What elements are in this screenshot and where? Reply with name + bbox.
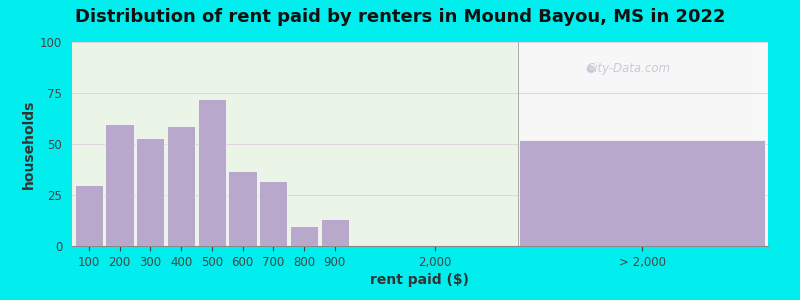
Bar — [630, 42, 642, 246]
Bar — [531, 42, 544, 246]
Bar — [642, 42, 654, 246]
Bar — [691, 42, 703, 246]
X-axis label: rent paid ($): rent paid ($) — [370, 273, 470, 287]
Bar — [728, 42, 740, 246]
Bar — [290, 226, 318, 246]
Bar — [581, 42, 593, 246]
Bar — [229, 170, 257, 246]
Bar — [259, 181, 287, 246]
Y-axis label: households: households — [22, 99, 36, 189]
Text: Distribution of rent paid by renters in Mound Bayou, MS in 2022: Distribution of rent paid by renters in … — [74, 8, 726, 26]
Bar — [740, 42, 753, 246]
Bar — [136, 138, 165, 246]
Bar — [703, 42, 716, 246]
Bar — [618, 42, 630, 246]
Bar — [519, 42, 796, 246]
Bar — [321, 220, 349, 246]
Bar — [679, 42, 691, 246]
Bar — [666, 42, 679, 246]
Bar — [167, 126, 195, 246]
Bar — [74, 185, 103, 246]
Bar — [72, 42, 519, 246]
Bar — [106, 124, 134, 246]
Bar — [568, 42, 581, 246]
Bar — [544, 42, 556, 246]
Text: City-Data.com: City-Data.com — [586, 62, 671, 75]
Bar — [605, 42, 618, 246]
Bar — [593, 42, 605, 246]
Text: ●: ● — [586, 63, 595, 74]
Bar — [519, 140, 765, 246]
Bar — [198, 99, 226, 246]
Bar — [519, 42, 531, 246]
Bar — [753, 42, 765, 246]
Bar — [716, 42, 728, 246]
Bar — [556, 42, 568, 246]
Bar — [654, 42, 666, 246]
